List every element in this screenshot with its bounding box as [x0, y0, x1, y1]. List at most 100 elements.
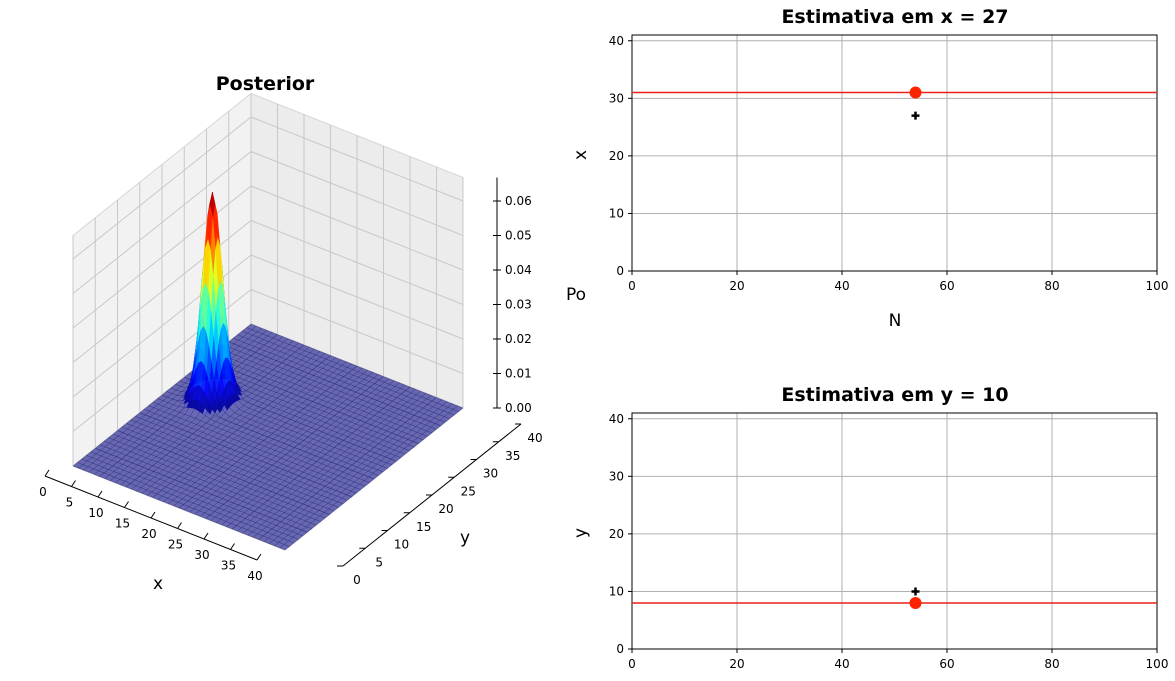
- estimate-y-ticks: 0 20 40 60 80 100 0 10 20 30 40: [609, 412, 1169, 671]
- z-axis-label: Po: [566, 285, 586, 305]
- surface-patch: [434, 419, 446, 427]
- wall-gridline: [72, 185, 252, 329]
- surface-patch: [399, 448, 411, 455]
- wall-gridline: [250, 254, 464, 340]
- estimate-x-marks: [632, 86, 1157, 120]
- surface-patch: [314, 515, 326, 522]
- surface-patch: [279, 544, 290, 551]
- z-tick-label: 0.05: [505, 229, 532, 243]
- x-tick-label: 20: [141, 527, 156, 541]
- z-tick-label: 0.03: [505, 298, 532, 312]
- surface-patch: [354, 483, 366, 490]
- y-tick-label: 35: [505, 449, 520, 463]
- x-tick-label: 35: [221, 559, 236, 573]
- surface-patch: [426, 426, 437, 434]
- x-tick-label: 0: [628, 657, 636, 671]
- y-tick-label: 40: [609, 34, 624, 48]
- y-tick-label: 20: [438, 502, 453, 516]
- y-tick-label: 10: [394, 538, 409, 552]
- surface-patch: [310, 519, 322, 526]
- y-tick-label: 15: [416, 520, 431, 534]
- y-tick-label: 30: [609, 91, 624, 105]
- surface-patch: [439, 416, 451, 423]
- z-tick-label: 0.00: [505, 401, 532, 415]
- x-axis-label: x: [153, 574, 163, 594]
- surface-patch: [390, 455, 402, 462]
- surface-patch: [452, 405, 464, 412]
- x-tick: [71, 480, 76, 487]
- surface-patch: [328, 505, 339, 512]
- surface-patch: [408, 441, 419, 448]
- wall-gridline: [72, 220, 252, 363]
- estimate-x-title: Estimativa em x = 27: [781, 6, 1008, 28]
- x-tick: [230, 543, 235, 550]
- y-tick-label: 30: [483, 467, 498, 481]
- surface-patch: [323, 508, 335, 515]
- x-tick-label: 0: [39, 485, 47, 499]
- wall-gridline: [250, 289, 464, 374]
- estimate-point: [909, 596, 922, 609]
- wall-gridline: [250, 185, 464, 271]
- estimate-x-plot: Estimativa em x = 27 0 20 40 60 80 100 0 10 20 30…: [571, 6, 1168, 331]
- x-tick: [203, 532, 209, 540]
- y-tick-label: 25: [461, 484, 476, 498]
- x-tick: [97, 490, 103, 498]
- surface-patch: [332, 501, 344, 508]
- wall-gridline: [250, 116, 464, 202]
- x-tick: [150, 511, 156, 519]
- surface-patch: [421, 430, 433, 437]
- posterior-surface-plot: Posterior 0.00 0.01 0.02 0.03 0.04 0.05 0.06 0…: [39, 73, 586, 594]
- y-tick-label: 20: [609, 149, 624, 163]
- x-tick-label: 20: [729, 657, 744, 671]
- x-axis: 0 5 10 15 20 25 30 35 40: [39, 469, 263, 583]
- surface-patch: [381, 462, 393, 469]
- x-tick-label: 0: [628, 279, 636, 293]
- estimate-x-ticks: 0 20 40 60 80 100 0 10 20 30 40: [609, 34, 1169, 293]
- y-tick-label: 0: [616, 264, 624, 278]
- surface-patch: [283, 540, 295, 547]
- x-tick-label: 80: [1044, 657, 1059, 671]
- estimate-y-plot: Estimativa em y = 10 0 20 40 60 80 100 0 10 20 30…: [571, 384, 1168, 671]
- x-tick-label: 15: [115, 517, 130, 531]
- observation-point: [911, 587, 920, 596]
- y-tick-label: 40: [527, 431, 542, 445]
- x-tick-label: 20: [729, 279, 744, 293]
- surface-patch: [301, 526, 313, 533]
- x-tick-label: 10: [88, 506, 103, 520]
- surface-patch: [412, 437, 424, 444]
- surface-patch: [224, 400, 230, 411]
- x-tick-label: 40: [834, 279, 849, 293]
- surface-patch: [337, 497, 348, 505]
- x-tick-label: 30: [194, 548, 209, 562]
- y-axis: 05 10 15 20 25 30 35 40: [337, 423, 543, 587]
- surface-patch: [363, 476, 375, 483]
- estimate-x-xlabel: N: [889, 311, 902, 331]
- surface-patch: [377, 466, 388, 473]
- x-tick: [256, 553, 262, 561]
- x-tick-label: 40: [834, 657, 849, 671]
- y-axis-label: y: [460, 528, 470, 548]
- y-tick-label: 10: [609, 584, 624, 598]
- surface-patch: [417, 434, 428, 441]
- y-tick-label: 40: [609, 412, 624, 426]
- z-axis: 0.00 0.01 0.02 0.03 0.04 0.05 0.06: [493, 177, 532, 415]
- surface-patch: [350, 487, 362, 494]
- posterior-title: Posterior: [216, 73, 315, 95]
- y-tick-label: 10: [609, 206, 624, 220]
- axes-frame: [631, 34, 1158, 272]
- wall-gridline: [72, 151, 252, 294]
- surface-patch: [359, 480, 371, 487]
- estimate-y-ylabel: y: [571, 528, 591, 538]
- y-tick-label: 5: [375, 555, 383, 569]
- y-tick-label: 0: [616, 642, 624, 656]
- x-tick-label: 60: [939, 657, 954, 671]
- estimate-x-grid: [631, 34, 1158, 272]
- x-tick-label: 60: [939, 279, 954, 293]
- surface-patch: [216, 402, 223, 414]
- axes-frame: [631, 412, 1158, 650]
- observation-point: [911, 111, 920, 120]
- wall-gridline: [250, 151, 464, 236]
- wall-gridline: [72, 116, 252, 260]
- z-tick-label: 0.02: [505, 332, 532, 346]
